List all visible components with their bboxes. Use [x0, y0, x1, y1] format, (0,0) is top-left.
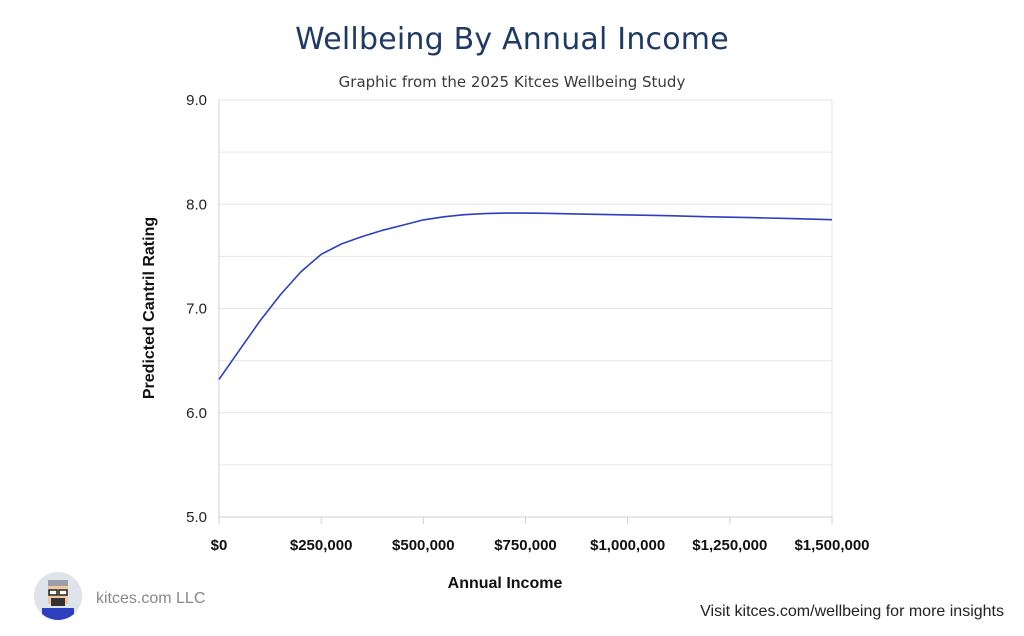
chart-title: Wellbeing By Annual Income: [295, 22, 729, 57]
y-tick-label: 6.0: [186, 405, 207, 422]
x-tick-label: $1,500,000: [794, 537, 869, 554]
series-layer: [218, 212, 833, 380]
x-tick-label: $500,000: [392, 537, 455, 554]
y-axis-title: Predicted Cantril Rating: [141, 217, 158, 399]
avatar: [34, 572, 82, 620]
x-axis-ticks: $0 $250,000 $500,000 $750,000 $1,000,000 $1,2…: [211, 517, 870, 554]
x-tick-label: $750,000: [494, 537, 557, 554]
footer-brand: kitces.com LLC: [96, 590, 206, 607]
x-tick-label: $1,000,000: [590, 537, 665, 554]
footer-link[interactable]: Visit kitces.com/wellbeing for more insi…: [700, 603, 1004, 620]
x-tick-label: $0: [211, 537, 228, 554]
y-tick-label: 7.0: [186, 301, 207, 318]
x-tick-label: $1,250,000: [692, 537, 767, 554]
y-tick-label: 9.0: [186, 92, 207, 109]
chart-subtitle: Graphic from the 2025 Kitces Wellbeing S…: [338, 73, 686, 91]
y-tick-label: 8.0: [186, 196, 207, 213]
x-tick-label: $250,000: [290, 537, 353, 554]
x-axis-title: Annual Income: [448, 575, 563, 592]
series-line: [218, 212, 833, 380]
avatar-icon: [34, 572, 82, 620]
y-axis-ticks: 5.0 6.0 7.0 8.0 9.0: [186, 92, 207, 526]
gridlines: [219, 99, 832, 518]
y-tick-label: 5.0: [186, 509, 207, 526]
